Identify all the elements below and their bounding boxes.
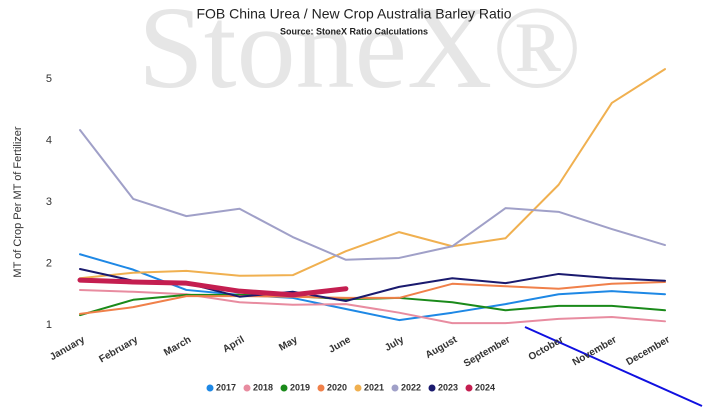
x-tick-label: August (424, 334, 460, 361)
legend-swatch (280, 384, 288, 392)
line-series (79, 253, 666, 322)
line-series (77, 277, 349, 298)
legend-swatch (243, 384, 251, 392)
x-tick-label: March (162, 334, 193, 358)
legend-label: 2017 (216, 382, 236, 392)
legend-label: 2024 (475, 382, 495, 392)
legend-label: 2018 (253, 382, 273, 392)
x-tick-label: January (48, 334, 87, 363)
y-tick-label: 1 (46, 319, 52, 331)
watermark: StoneX® (138, 0, 582, 113)
legend-swatch (354, 384, 362, 392)
x-tick-label: December (624, 334, 671, 368)
legend-label: 2020 (327, 382, 347, 392)
legend-swatch (317, 384, 325, 392)
legend-swatch (465, 384, 473, 392)
x-tick-label: July (383, 334, 406, 354)
legend-swatch (206, 384, 214, 392)
line-series (79, 288, 666, 325)
y-tick-label: 2 (46, 257, 52, 269)
legend-swatch (391, 384, 399, 392)
line-series (79, 68, 666, 280)
chart-title: FOB China Urea / New Crop Australia Barl… (196, 6, 511, 22)
legend-label: 2023 (438, 382, 458, 392)
y-tick-label: 5 (46, 73, 52, 85)
legend-swatch (428, 384, 436, 392)
y-tick-label: 3 (46, 196, 52, 208)
x-tick-label: February (97, 334, 140, 365)
x-tick-label: October (527, 334, 566, 363)
line-series (79, 280, 666, 315)
y-axis-label: MT of Crop Per MT of Fertilizer (12, 126, 24, 278)
legend-label: 2019 (290, 382, 310, 392)
annotation-line (524, 326, 703, 407)
x-tick-label: April (221, 334, 246, 355)
chart-subtitle: Source: StoneX Ratio Calculations (280, 26, 428, 36)
legend-label: 2021 (364, 382, 384, 392)
legend-label: 2022 (401, 382, 421, 392)
x-tick-label: May (277, 334, 300, 353)
x-tick-label: June (327, 334, 353, 355)
x-tick-label: September (462, 334, 512, 369)
line-series (79, 129, 666, 261)
y-tick-label: 4 (46, 134, 52, 146)
